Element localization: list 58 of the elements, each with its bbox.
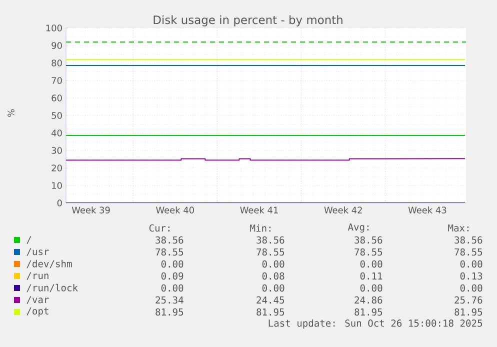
text: 38.56 [454,236,482,244]
text: 0.00 [360,260,382,268]
text: 24.45 [256,296,284,304]
text: 0.00 [460,260,482,268]
text: 0.00 [460,284,482,292]
text: 25.34 [156,296,184,304]
text: 0.00 [262,284,284,292]
text: Avg: [348,223,368,233]
text: 78.55 [354,248,382,256]
text: 81.95 [354,308,382,316]
text: 78.55 [454,248,482,256]
text: 81.95 [156,308,184,316]
text: 0.00 [161,284,184,292]
y-tick-label: 60 [52,94,62,102]
legend-label: /usr [26,248,49,256]
y-tick-label: 50 [52,112,62,119]
text: 81.95 [454,308,482,316]
legend-label: / [26,236,32,244]
text: 25.76 [454,296,482,304]
y-tick-label: 100 [46,24,62,32]
text: Cur: [149,224,170,232]
text: 0.00 [161,260,184,268]
text: 78.55 [156,248,184,256]
text: 0.00 [360,284,382,292]
text: 38.56 [256,236,284,244]
legend-label: /run [26,272,48,280]
legend-label: /dev/shm [26,260,72,268]
x-tick-label: Week 42 [324,206,362,214]
text: 0.11 [360,272,382,280]
text: Min: [250,224,270,232]
x-tick-label: Week 43 [408,206,446,214]
text: Max: [448,224,468,232]
x-tick-label: Week 40 [156,206,194,214]
text: 81.95 [256,308,284,316]
y-axis-title: % [8,109,14,117]
y-tick-label: 40 [52,130,62,136]
text: Last update: Sun Oct 26 15:00:18 2025 [268,319,482,329]
y-tick-label: 30 [52,147,62,154]
text: 0.00 [262,260,284,268]
text: 38.56 [156,236,184,244]
y-tick-label: 90 [52,42,62,49]
text: 24.86 [354,296,382,304]
y-tick-label: 80 [52,60,62,66]
text: 78.55 [256,248,284,256]
text: 0.08 [262,272,284,280]
legend-label: /var [26,296,49,304]
x-tick-label: Week 39 [72,206,110,214]
x-tick-label: Week 41 [240,206,278,214]
y-tick-label: 0 [57,200,62,206]
chart-title: Disk usage in percent - by month [154,15,342,26]
y-tick-label: 70 [52,77,62,84]
legend-label: /run/lock [26,284,78,292]
text: 0.13 [460,272,482,280]
y-tick-label: 10 [52,182,62,189]
legend-label: /opt [26,308,48,316]
y-tick-label: 20 [52,164,62,172]
text: 38.56 [354,236,382,244]
text: 0.09 [161,272,184,280]
